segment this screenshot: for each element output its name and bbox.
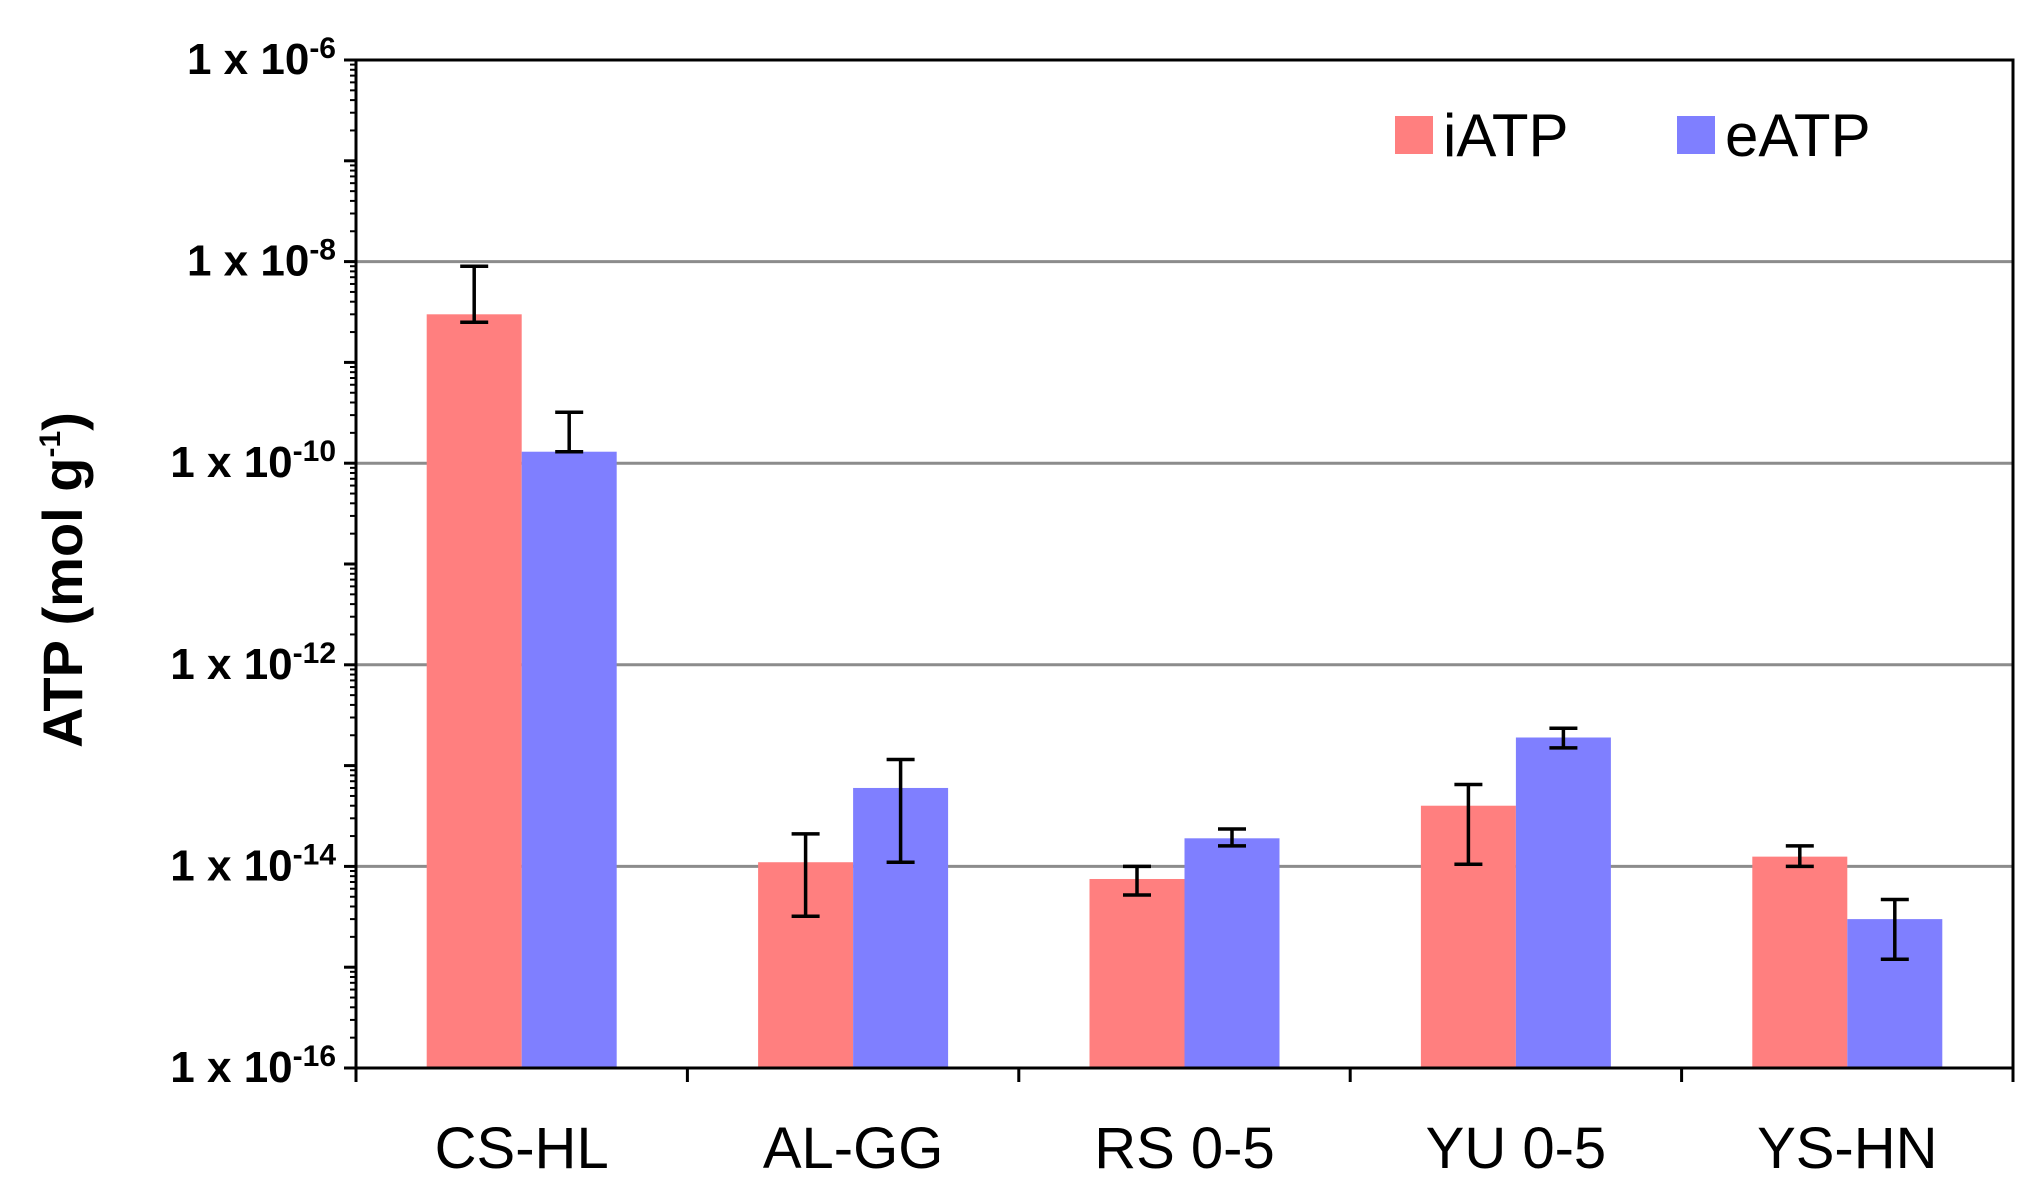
y-tick-label: 1 x 10-10 xyxy=(170,435,336,487)
error-bars xyxy=(460,264,1909,961)
x-category-label: YS-HN xyxy=(1757,1116,1937,1181)
bar-eatp-0 xyxy=(521,451,617,1069)
legend: iATP eATP xyxy=(1395,102,1871,169)
error-bar-eatp-2 xyxy=(1218,827,1246,848)
bar-iatp-4 xyxy=(1752,856,1848,1068)
error-bar-eatp-0 xyxy=(555,410,584,454)
y-tick-labels: 1 x 10-16 1 x 10-14 1 x 10-12 1 x 10-10 1 x … xyxy=(170,32,336,1092)
legend-label-eatp: eATP xyxy=(1725,102,1871,169)
error-bar-iatp-1 xyxy=(791,832,820,919)
legend-swatch-eatp xyxy=(1677,116,1715,154)
bars xyxy=(426,314,1943,1069)
bar-eatp-3 xyxy=(1515,737,1611,1068)
y-tick-label: 1 x 10-16 xyxy=(170,1040,336,1092)
bar-eatp-2 xyxy=(1184,838,1280,1068)
x-category-label: AL-GG xyxy=(763,1116,944,1181)
error-bar-iatp-4 xyxy=(1785,844,1814,869)
error-bar-iatp-0 xyxy=(460,264,489,325)
x-category-label: RS 0-5 xyxy=(1094,1116,1275,1181)
error-bar-iatp-2 xyxy=(1123,864,1151,897)
error-bar-eatp-4 xyxy=(1880,897,1909,961)
x-category-label: CS-HL xyxy=(435,1116,609,1181)
x-category-label: YU 0-5 xyxy=(1426,1116,1607,1181)
legend-swatch-iatp xyxy=(1395,116,1433,154)
bar-iatp-2 xyxy=(1089,878,1185,1068)
bar-iatp-0 xyxy=(426,314,522,1069)
error-bar-iatp-3 xyxy=(1454,782,1483,867)
y-tick-label: 1 x 10-6 xyxy=(187,32,336,84)
y-tick-label: 1 x 10-8 xyxy=(187,234,336,286)
axes xyxy=(344,58,2015,1082)
x-category-labels: CS-HL AL-GG RS 0-5 YU 0-5 YS-HN xyxy=(435,1116,1938,1181)
legend-label-iatp: iATP xyxy=(1443,102,1569,169)
y-tick-label: 1 x 10-12 xyxy=(170,637,336,689)
y-axis-title: ATP (mol g-1) xyxy=(31,412,94,748)
error-bar-eatp-1 xyxy=(886,757,915,864)
y-tick-label: 1 x 10-14 xyxy=(170,838,336,890)
error-bar-eatp-3 xyxy=(1549,726,1578,750)
